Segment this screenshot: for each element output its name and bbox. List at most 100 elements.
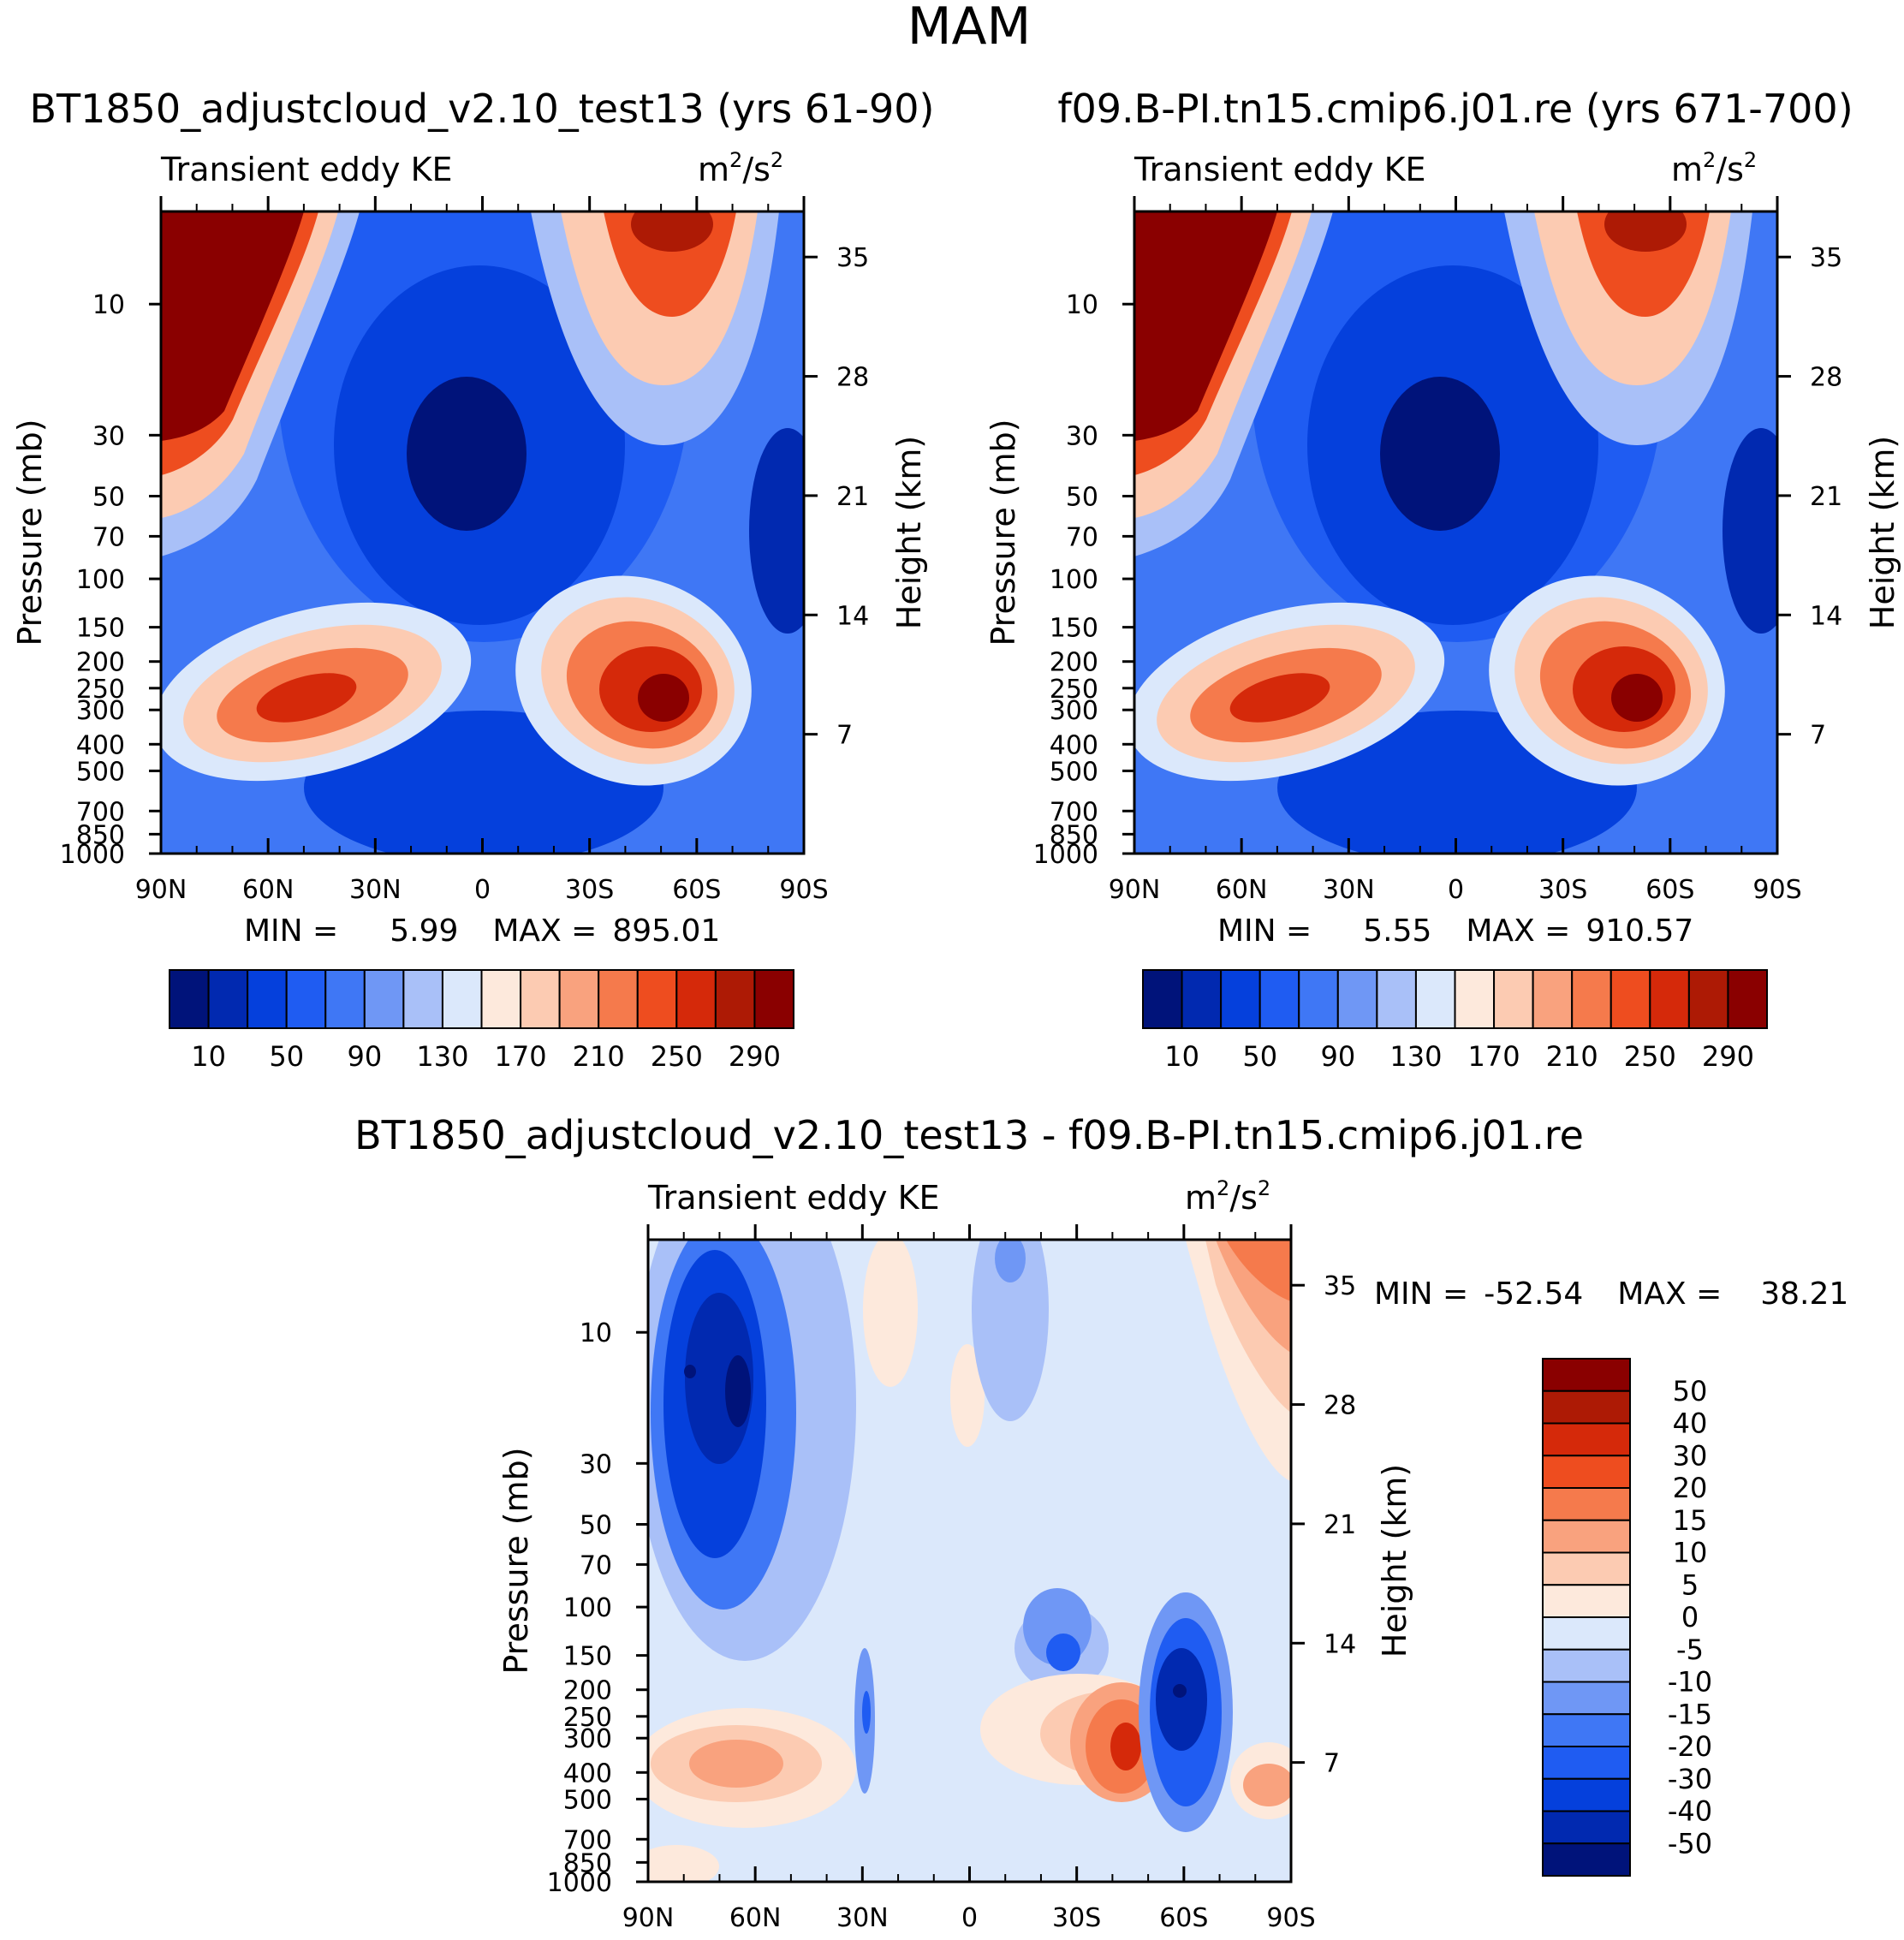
colorbar-swatch [480,969,522,1029]
panel-case-title: BT1850_adjustcloud_v2.10_test13 (yrs 61-… [29,86,934,132]
colorbar-label: -40 [1668,1795,1712,1828]
x-tick-label: 30S [1538,875,1587,905]
pressure-tick-label: 150 [1050,614,1098,644]
contour-level [1134,211,1277,441]
colorbar-swatch [207,969,249,1029]
pressure-tick-label: 850 [1050,820,1098,850]
pressure-tick-label: 50 [92,483,125,513]
colorbar-swatch [1542,1455,1631,1489]
colorbar-swatch [1542,1358,1631,1392]
colorbar-label: 130 [1389,1040,1442,1073]
max-value: 38.21 [1760,1276,1848,1312]
pressure-tick-label: 30 [92,421,125,451]
contour-level [638,674,689,722]
min-max-readout: MIN = 5.55 MAX = 910.57 [1217,913,1693,949]
colorbar-swatch [402,969,443,1029]
y-axis-title-right: Height (km) [1864,436,1901,629]
colorbar-swatch [1493,969,1534,1029]
pressure-tick-label: 850 [76,820,125,850]
colorbar-label: -50 [1668,1827,1712,1860]
contour-level [1380,377,1500,531]
x-tick-label: 0 [961,1903,978,1933]
colorbar-swatch [1142,969,1183,1029]
colorbar-swatch [169,969,210,1029]
y-axis-right: 35 28 21 14 7 [1777,243,1842,751]
y-axis-title-left: Pressure (mb) [497,1447,535,1674]
min-label: MIN = [244,913,338,949]
contour-level [684,1365,696,1378]
height-tick-label: 21 [836,482,869,512]
contour-level [995,1240,1026,1282]
height-tick-label: 21 [1324,1510,1356,1540]
pressure-tick-label: 150 [76,614,125,644]
variable-label: Transient eddy KE [160,151,453,188]
colorbar-label: 130 [416,1040,468,1073]
pressure-tick-label: 150 [563,1642,612,1672]
colorbar-swatch [1727,969,1768,1029]
colorbar-swatch [1542,1487,1631,1521]
max-label: MAX = [492,913,597,949]
pressure-tick-label: 850 [563,1848,612,1878]
height-tick-label: 7 [1810,721,1826,751]
variable-label: Transient eddy KE [647,1179,940,1217]
colorbar-swatch [598,969,639,1029]
max-value: 910.57 [1586,913,1693,949]
units-base: m [698,151,729,188]
x-tick-label: 30N [349,875,402,905]
colorbar-label: 5 [1681,1568,1699,1601]
x-tick-label: 30S [1052,1903,1101,1933]
colorbar: 10 50 90 130 170 210 250 290 [1142,969,1768,1073]
x-tick-label: 90N [135,875,187,905]
colorbar-label: 170 [495,1040,547,1073]
x-tick-label: 60N [729,1903,782,1933]
colorbar-swatch [1181,969,1223,1029]
max-label: MAX = [1617,1276,1722,1312]
colorbar-swatch [1542,1422,1631,1457]
figure-title: MAM [907,0,1032,57]
pressure-tick-label: 300 [563,1724,612,1754]
contour-field [648,1240,1291,1882]
contour-level [972,1240,1049,1421]
height-tick-label: 35 [1324,1271,1356,1301]
height-tick-label: 14 [1810,601,1842,631]
colorbar: 10 50 90 130 170 210 250 290 [169,969,794,1073]
svg-text:m2/s2: m2/s2 [698,148,783,188]
colorbar-swatch [636,969,678,1029]
colorbar-swatch [1542,1746,1631,1780]
pressure-tick-label: 400 [1050,730,1098,760]
contour-field [1134,211,1777,854]
colorbar-label: 250 [651,1040,703,1073]
colorbar-swatch [1542,1584,1631,1618]
pressure-tick-label: 700 [1050,797,1098,827]
pressure-tick-label: 1000 [547,1868,612,1898]
colorbar-swatch [1542,1551,1631,1586]
y-axis-right: 35 28 21 14 7 [1291,1271,1356,1779]
colorbar-label: 10 [191,1040,226,1073]
colorbar-label: 15 [1673,1504,1708,1537]
colorbar-label: 290 [729,1040,781,1073]
pressure-tick-label: 200 [1050,648,1098,678]
colorbar-swatch [1542,1390,1631,1425]
colorbar-swatch [1571,969,1612,1029]
x-axis: 90N 60N 30N 0 30S 60S 90S [135,196,829,905]
colorbar-swatch [714,969,756,1029]
colorbar-swatch [558,969,600,1029]
min-label: MIN = [1374,1276,1468,1312]
max-value: 895.01 [612,913,720,949]
colorbar-label: -5 [1676,1634,1704,1666]
pressure-tick-label: 400 [563,1758,612,1788]
colorbar-swatch [1454,969,1496,1029]
pressure-tick-label: 10 [580,1318,612,1348]
height-tick-label: 35 [836,243,869,273]
y-axis-title-right: Height (km) [890,436,928,629]
panel-case-title: BT1850_adjustcloud_v2.10_test13 - f09.B-… [354,1112,1584,1158]
pressure-tick-label: 400 [76,730,125,760]
x-tick-label: 90S [779,875,828,905]
contour-level [1611,674,1663,722]
y-axis-title-left: Pressure (mb) [985,419,1022,646]
units-base: m [1671,151,1703,188]
pressure-tick-label: 250 [1050,675,1098,705]
